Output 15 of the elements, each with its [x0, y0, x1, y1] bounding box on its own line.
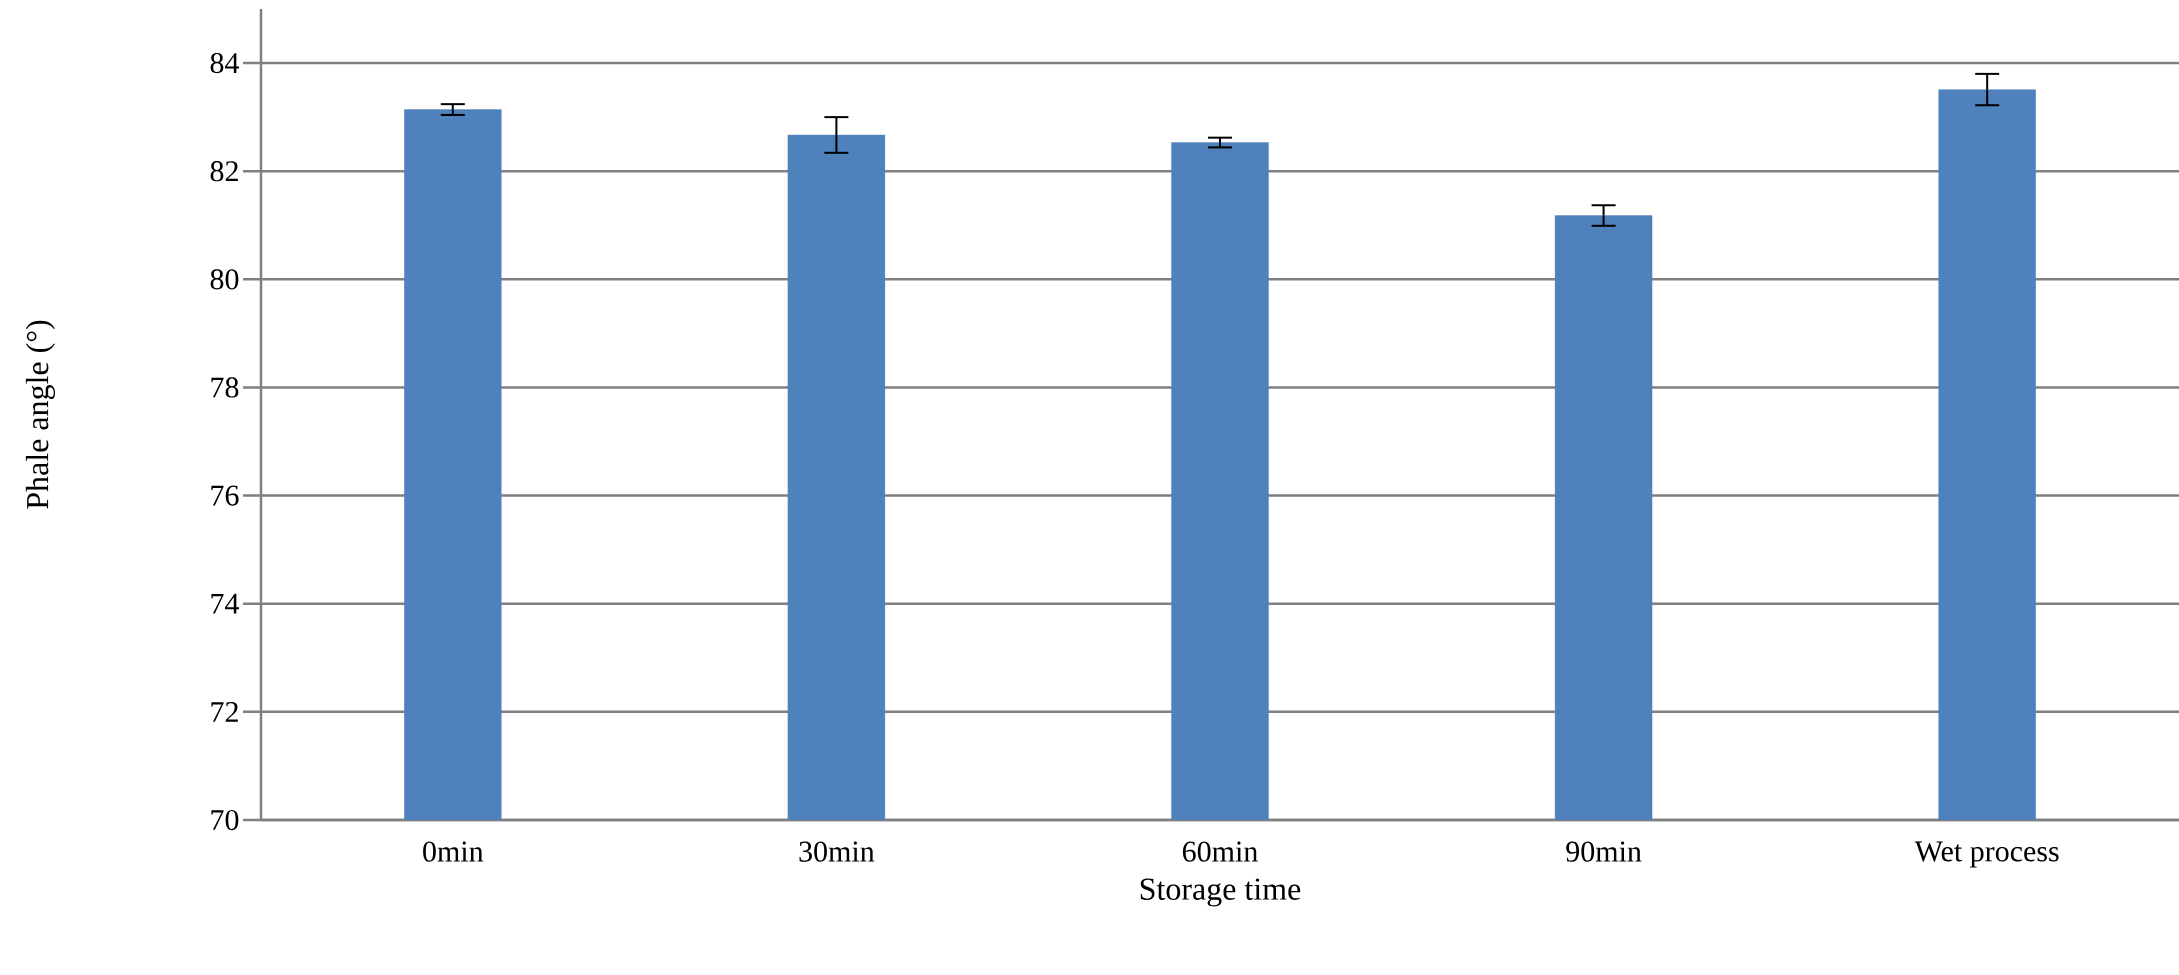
y-tick-label: 80	[210, 269, 239, 290]
x-tick-label: 30min	[799, 841, 875, 862]
x-tick-label: 0min	[423, 841, 484, 862]
y-tick-label: 72	[211, 701, 238, 722]
y-tick-label: 82	[210, 161, 238, 182]
y-tick-label: 84	[210, 52, 240, 74]
x-tick-label: 90min	[1566, 841, 1642, 862]
y-tick-label: 76	[211, 485, 239, 506]
x-tick-label: Wet process	[1914, 841, 2059, 868]
x-axis-title: Storage time	[1140, 878, 1301, 907]
x-tick-label: 60min	[1182, 841, 1258, 862]
y-tick-label: 70	[211, 809, 239, 831]
y-axis-title: Phale angle (°)	[25, 320, 55, 509]
y-tick-label: 74	[211, 593, 240, 614]
y-tick-label: 78	[211, 377, 239, 398]
